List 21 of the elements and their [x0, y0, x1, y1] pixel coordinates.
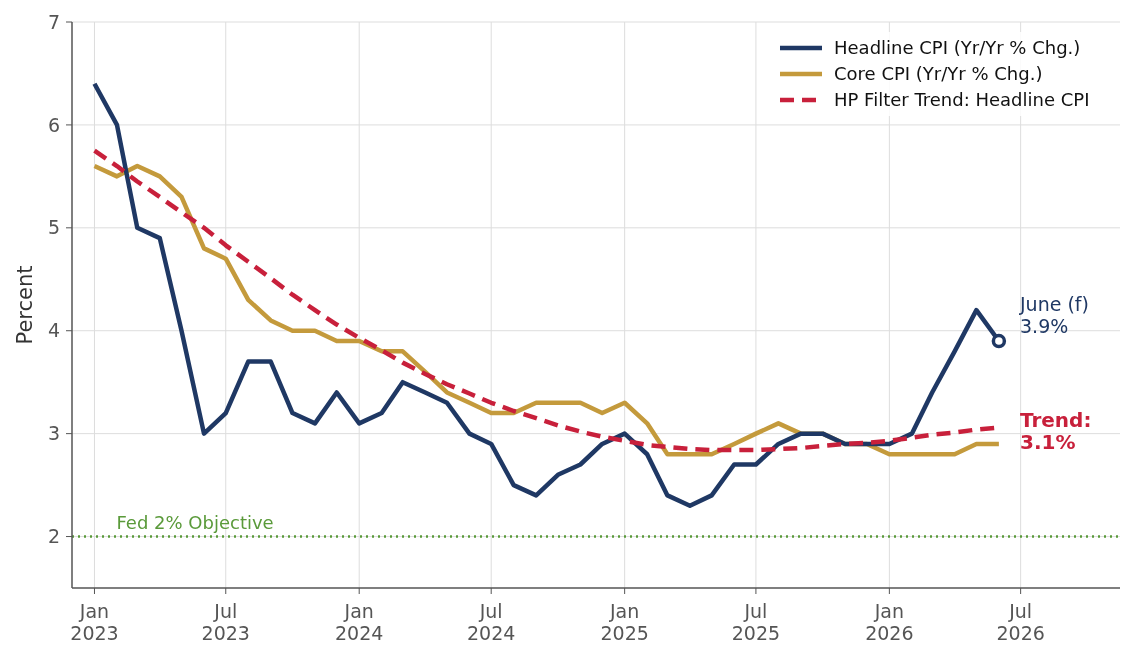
ref-line-label: Fed 2% Objective [116, 511, 274, 533]
y-tick-label: 2 [47, 525, 60, 548]
x-tick-label: Jul 2025 [731, 600, 781, 644]
y-axis-title: Percent [13, 265, 37, 345]
x-tick-label: Jan 2026 [865, 600, 914, 644]
y-tick-label: 5 [47, 216, 60, 239]
x-tick-label: Jul 2026 [996, 600, 1045, 644]
x-tick-label: Jan 2025 [600, 600, 649, 644]
annotation: Trend: 3.1% [1020, 408, 1092, 455]
y-tick-label: 6 [47, 113, 60, 136]
y-tick-label: 7 [47, 10, 60, 33]
y-tick-label: 4 [47, 319, 60, 342]
x-tick-label: Jan 2024 [335, 600, 384, 644]
legend-label: HP Filter Trend: Headline CPI [834, 89, 1090, 111]
annotation: June (f) 3.9% [1019, 293, 1089, 338]
legend-label: Headline CPI (Yr/Yr % Chg.) [834, 37, 1081, 59]
x-tick-label: Jul 2024 [467, 600, 516, 644]
legend-label: Core CPI (Yr/Yr % Chg.) [834, 63, 1043, 85]
y-tick-label: 3 [47, 422, 60, 445]
x-tick-label: Jul 2023 [201, 600, 250, 644]
x-tick-label: Jan 2023 [70, 600, 119, 644]
